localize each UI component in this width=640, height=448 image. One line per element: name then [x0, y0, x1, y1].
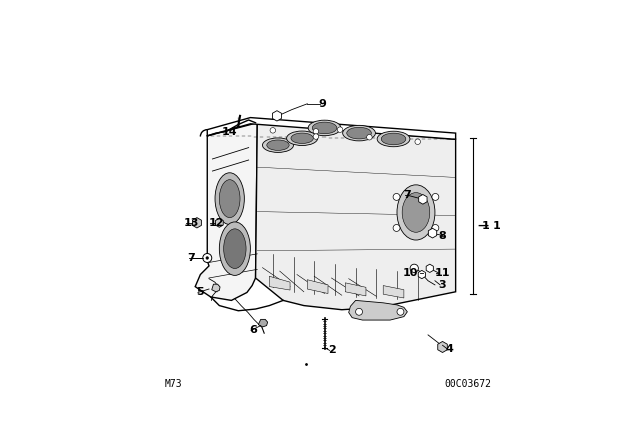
Circle shape: [270, 128, 276, 133]
Polygon shape: [212, 284, 220, 292]
Ellipse shape: [381, 133, 406, 145]
Text: 14: 14: [222, 127, 237, 137]
Ellipse shape: [312, 122, 337, 134]
Ellipse shape: [223, 229, 246, 268]
Text: 9: 9: [319, 99, 326, 109]
Ellipse shape: [347, 127, 371, 139]
Polygon shape: [255, 123, 456, 310]
Circle shape: [367, 134, 372, 140]
Circle shape: [313, 134, 319, 139]
Circle shape: [356, 308, 362, 315]
Circle shape: [410, 264, 419, 272]
Text: M73: M73: [164, 379, 182, 389]
Polygon shape: [307, 280, 328, 293]
Text: 12: 12: [208, 218, 224, 228]
Text: 11: 11: [435, 268, 450, 278]
Polygon shape: [345, 283, 366, 296]
Ellipse shape: [287, 131, 317, 146]
Circle shape: [432, 194, 439, 200]
Text: — 1: — 1: [478, 221, 501, 231]
Circle shape: [206, 257, 209, 259]
Circle shape: [432, 224, 439, 232]
Ellipse shape: [308, 120, 341, 136]
Circle shape: [393, 224, 400, 232]
Circle shape: [415, 139, 420, 145]
Text: 4: 4: [445, 344, 453, 354]
Circle shape: [397, 308, 404, 315]
Text: 8: 8: [438, 231, 446, 241]
Text: 2: 2: [328, 345, 336, 355]
Text: 13: 13: [184, 218, 200, 228]
Ellipse shape: [215, 173, 244, 224]
Polygon shape: [195, 123, 257, 301]
Ellipse shape: [220, 180, 240, 218]
Ellipse shape: [342, 125, 376, 141]
Text: 7: 7: [188, 253, 195, 263]
Ellipse shape: [397, 185, 435, 240]
Circle shape: [337, 127, 343, 133]
Polygon shape: [269, 276, 290, 290]
Text: 1: 1: [481, 221, 489, 231]
Ellipse shape: [291, 133, 314, 143]
Text: 7: 7: [403, 190, 411, 200]
Ellipse shape: [377, 131, 410, 147]
Circle shape: [393, 194, 400, 200]
Circle shape: [313, 129, 319, 134]
Text: 00C03672: 00C03672: [445, 379, 492, 389]
Polygon shape: [383, 285, 404, 298]
Ellipse shape: [220, 222, 250, 276]
Ellipse shape: [262, 138, 294, 152]
Polygon shape: [207, 117, 456, 139]
Polygon shape: [259, 319, 268, 327]
Circle shape: [203, 254, 212, 263]
Text: 6: 6: [250, 325, 257, 336]
Ellipse shape: [402, 193, 430, 232]
Text: 10: 10: [403, 268, 419, 278]
Text: 5: 5: [196, 288, 204, 297]
Ellipse shape: [267, 140, 289, 151]
Text: 3: 3: [438, 280, 446, 290]
Polygon shape: [349, 301, 407, 320]
